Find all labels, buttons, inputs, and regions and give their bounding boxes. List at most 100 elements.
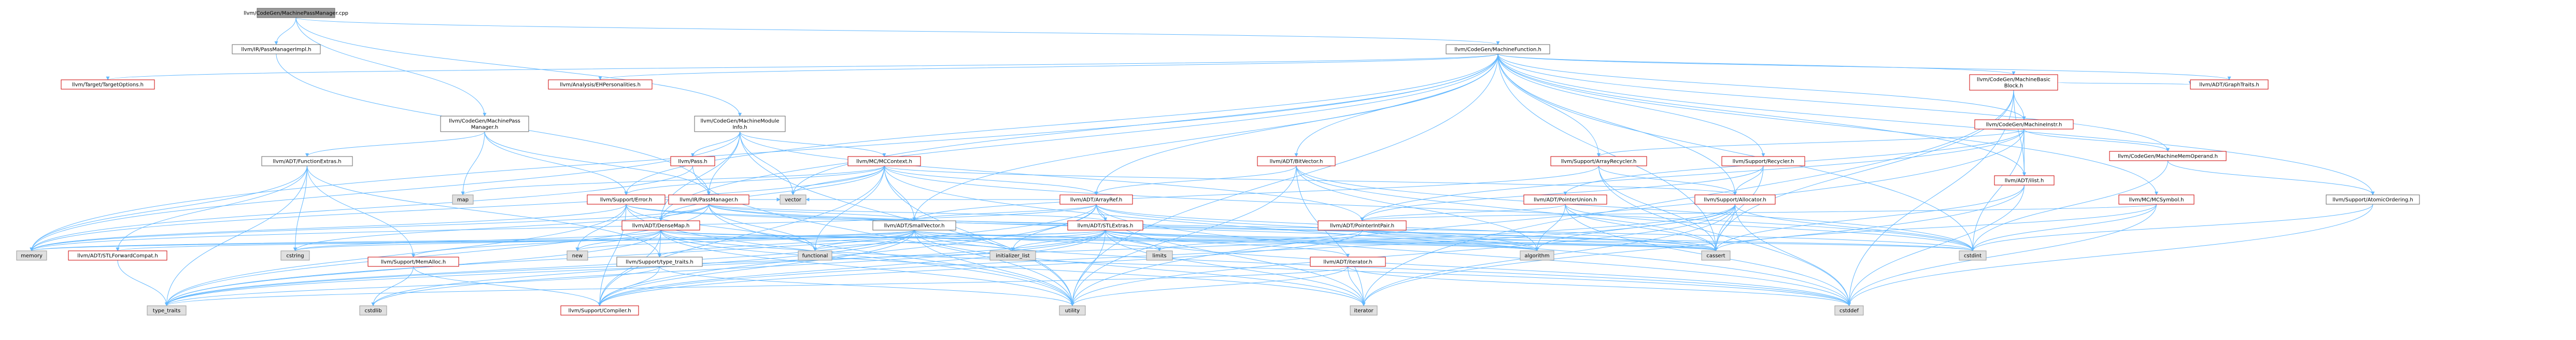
node-box-mem_alloc xyxy=(367,257,459,267)
node-small_vector[interactable]: llvm/ADT/SmallVector.h xyxy=(872,220,956,231)
edge-ptr_int_pair-to-cstdint xyxy=(1362,230,1975,251)
node-label-adt_iterator: llvm/ADT/iterator.h xyxy=(1323,260,1372,265)
node-box-support_error xyxy=(587,194,666,205)
node-stl_fwd_compat[interactable]: llvm/ADT/STLForwardCompat.h xyxy=(68,250,167,261)
edge-mf-to-cstdint xyxy=(1497,53,1975,251)
edge-mbb-to-graph_traits xyxy=(2057,81,2192,85)
node-label-small_vector: llvm/ADT/SmallVector.h xyxy=(884,223,945,229)
edge-cg_mpm-to-ir_pm xyxy=(484,131,711,195)
edge-dense_map-to-cassert xyxy=(660,230,1718,251)
node-label-utility: utility xyxy=(1065,308,1080,314)
node-label-bitvector: llvm/ADT/BitVector.h xyxy=(1270,159,1323,165)
node-label-mf: llvm/CodeGen/MachineFunction.h xyxy=(1454,47,1541,53)
node-box-cstddef xyxy=(1834,305,1864,316)
edge-mc_ctx-to-compiler xyxy=(598,165,885,306)
edge-mf-to-eh_pers xyxy=(598,53,1498,80)
edge-dense_map-to-cstddef xyxy=(660,230,1851,306)
edge-stl_extras-to-limits xyxy=(1105,230,1162,251)
edge-mf-to-array_ref xyxy=(1094,53,1498,195)
node-support_error[interactable]: llvm/Support/Error.h xyxy=(587,194,666,205)
edges-layer xyxy=(30,17,2375,306)
node-box-cstdint xyxy=(1959,250,1987,261)
edge-small_vector-to-cstddef xyxy=(914,230,1851,306)
node-array_ref[interactable]: llvm/ADT/ArrayRef.h xyxy=(1059,194,1133,205)
node-target_opts[interactable]: llvm/Target/TargetOptions.h xyxy=(61,79,155,90)
edge-mc_ctx-to-dense_map xyxy=(659,165,885,221)
node-cstddef: cstddef xyxy=(1834,305,1864,316)
node-box-pointer_union xyxy=(1523,194,1607,205)
node-label-mi: llvm/CodeGen/MachineInstr.h xyxy=(1986,122,2062,128)
node-label-vector: vector xyxy=(785,197,802,203)
edge-func_extras-to-cstring xyxy=(293,165,307,251)
node-label-limits: limits xyxy=(1152,253,1166,259)
edge-mi-to-ilist_h xyxy=(2022,129,2026,176)
node-atomic_ord[interactable]: llvm/Support/AtomicOrdering.h xyxy=(2326,194,2420,205)
edge-mf-to-support_error xyxy=(624,53,1498,195)
node-allocator[interactable]: llvm/Support/Allocator.h xyxy=(1694,194,1776,205)
edge-support_error-to-cstdint xyxy=(626,204,1975,251)
node-eh_pers[interactable]: llvm/Analysis/EHPersonalities.h xyxy=(548,79,653,90)
node-box-stl_extras xyxy=(1067,220,1143,231)
node-graph_traits[interactable]: llvm/ADT/GraphTraits.h xyxy=(2190,79,2269,90)
node-mc_ctx[interactable]: llvm/MC/MCContext.h xyxy=(847,156,921,166)
node-box-target_opts xyxy=(61,79,155,90)
node-label-ilist_h: llvm/ADT/ilist.h xyxy=(2005,178,2044,184)
node-label-cg_mpm: llvm/CodeGen/MachinePass xyxy=(449,119,520,124)
edge-allocator-to-type_traits xyxy=(165,204,1735,306)
node-mf[interactable]: llvm/CodeGen/MachineFunction.h xyxy=(1446,44,1550,54)
node-root[interactable]: llvm/CodeGen/MachinePassManager.cpp xyxy=(244,8,348,18)
node-pass_h[interactable]: llvm/Pass.h xyxy=(670,156,715,166)
node-label-type_traits_s: llvm/Support/type_traits.h xyxy=(626,260,693,265)
node-compiler[interactable]: llvm/Support/Compiler.h xyxy=(560,305,639,316)
node-mc_symbol[interactable]: llvm/MC/MCSymbol.h xyxy=(2118,194,2195,205)
node-label-cstddef: cstddef xyxy=(1839,308,1859,314)
node-box-cg_mpm xyxy=(440,116,529,132)
node-box-iterator xyxy=(1350,305,1378,316)
node-label-cstdint: cstdint xyxy=(1964,253,1981,259)
node-bitvector[interactable]: llvm/ADT/BitVector.h xyxy=(1257,156,1336,166)
node-irpm_impl[interactable]: llvm/IR/PassManagerImpl.h xyxy=(232,44,321,54)
edge-stl_fwd_compat-to-type_traits xyxy=(117,260,168,306)
edge-mmo-to-cstdint xyxy=(1971,160,2168,251)
edge-mc_ctx-to-array_ref xyxy=(884,165,1098,195)
node-box-adt_iterator xyxy=(1310,257,1386,267)
node-algorithm: algorithm xyxy=(1520,250,1554,261)
node-type_traits_s[interactable]: llvm/Support/type_traits.h xyxy=(616,257,703,267)
node-box-atomic_ord xyxy=(2326,194,2420,205)
node-ilist_h[interactable]: llvm/ADT/ilist.h xyxy=(1994,175,2055,186)
node-box-graph_traits xyxy=(2190,79,2269,90)
node-stl_extras[interactable]: llvm/ADT/STLExtras.h xyxy=(1067,220,1143,231)
node-mmo[interactable]: llvm/CodeGen/MachineMemOperand.h xyxy=(2109,151,2227,161)
node-cg_mpm[interactable]: llvm/CodeGen/MachinePassManager.h xyxy=(440,116,529,132)
edge-ir_pm-to-cassert xyxy=(709,204,1718,251)
edge-stl_extras-to-memory xyxy=(30,230,1106,251)
edge-ir_pm-to-memory xyxy=(30,204,709,251)
node-label-array_recycler: llvm/Support/ArrayRecycler.h xyxy=(1561,159,1637,165)
node-ptr_int_pair[interactable]: llvm/ADT/PointerIntPair.h xyxy=(1318,220,1407,231)
node-pointer_union[interactable]: llvm/ADT/PointerUnion.h xyxy=(1523,194,1607,205)
edge-stl_extras-to-utility xyxy=(1070,230,1106,306)
node-label-type_traits: type_traits xyxy=(153,308,180,314)
node-label-stl_fwd_compat: llvm/ADT/STLForwardCompat.h xyxy=(77,253,158,259)
node-recycler[interactable]: llvm/Support/Recycler.h xyxy=(1721,156,1805,166)
node-box-memory xyxy=(16,250,47,261)
nodes-layer: llvm/CodeGen/MachinePassManager.cpp llvm/… xyxy=(16,8,2420,316)
node-dense_map[interactable]: llvm/ADT/DenseMap.h xyxy=(621,220,700,231)
node-ir_pm[interactable]: llvm/IR/PassManager.h xyxy=(668,194,749,205)
edge-ilist_h-to-cstddef xyxy=(1847,185,2025,306)
edge-array_ref-to-initializer_list xyxy=(1011,204,1097,251)
node-adt_iterator[interactable]: llvm/ADT/iterator.h xyxy=(1310,257,1386,267)
node-func_extras[interactable]: llvm/ADT/FunctionExtras.h xyxy=(261,156,353,166)
edge-ptr_int_pair-to-compiler xyxy=(598,230,1363,306)
node-mi[interactable]: llvm/CodeGen/MachineInstr.h xyxy=(1974,119,2074,130)
node-box-mf xyxy=(1446,44,1550,54)
node-utility: utility xyxy=(1059,305,1086,316)
node-mem_alloc[interactable]: llvm/Support/MemAlloc.h xyxy=(367,257,459,267)
node-functional: functional xyxy=(798,250,832,261)
node-array_recycler[interactable]: llvm/Support/ArrayRecycler.h xyxy=(1550,156,1647,166)
edge-mf-to-mc_symbol xyxy=(1497,53,2158,195)
edge-small_vector-to-memory xyxy=(30,230,915,251)
edge-array_recycler-to-small_vector xyxy=(912,165,1599,221)
